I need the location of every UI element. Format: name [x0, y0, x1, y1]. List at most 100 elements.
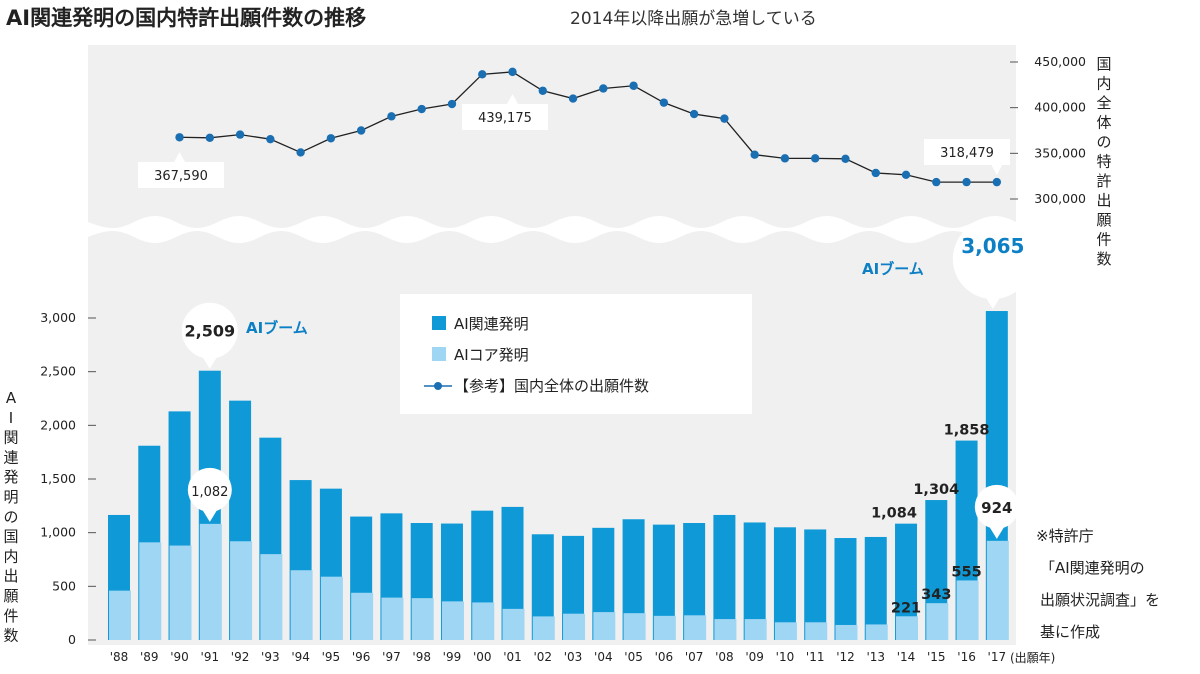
bar-core-29	[987, 541, 1009, 640]
bar-core-11	[442, 601, 464, 640]
x-tick-label-13: '01	[503, 650, 522, 664]
x-tick-label-3: '91	[201, 650, 220, 664]
right-tick-label-3: 450,000	[1034, 54, 1086, 69]
chart-subtitle: 2014年以降出願が急増している	[570, 9, 817, 29]
total-point-9	[448, 100, 456, 108]
total-point-4	[296, 148, 304, 156]
callout-line-99: 439,175	[478, 111, 532, 126]
x-tick-label-7: '95	[322, 650, 341, 664]
callout-line-17: 318,479	[940, 146, 994, 161]
x-tick-label-19: '07	[685, 650, 704, 664]
right-axis-label-char-5: 特	[1096, 153, 1111, 171]
x-tick-label-10: '98	[412, 650, 431, 664]
label-ai-28: 1,858	[944, 423, 990, 439]
total-point-13	[569, 94, 577, 102]
left-axis-label-char-8: 内	[3, 547, 18, 565]
left-axis-label-char-7: 国	[3, 528, 18, 546]
x-tick-label-12: '00	[473, 650, 492, 664]
total-point-8	[418, 105, 426, 113]
x-tick-label-9: '97	[382, 650, 401, 664]
bar-core-13	[503, 609, 525, 640]
bar-core-22	[775, 622, 797, 640]
x-axis: '88'89'90'91'92'93'94'95'96'97'98'99'00'…	[110, 650, 1006, 664]
right-axis-label-char-2: 全	[1096, 94, 1111, 112]
right-axis-label-char-9: 件	[1096, 231, 1111, 249]
x-tick-label-24: '12	[836, 650, 855, 664]
total-point-3	[266, 135, 274, 143]
total-point-24	[902, 171, 910, 179]
x-tick-label-21: '09	[745, 650, 764, 664]
callout-ai-91: 2,509	[185, 322, 236, 341]
boom-label-1: AIブーム	[246, 319, 308, 337]
total-point-10	[478, 70, 486, 78]
legend-label-ai: AI関連発明	[454, 315, 529, 333]
total-point-20	[781, 154, 789, 162]
left-tick-label-6: 3,000	[40, 310, 76, 325]
bar-core-15	[563, 614, 585, 640]
total-point-22	[841, 155, 849, 163]
source-note-line-2: 「AI関連発明の	[1040, 559, 1145, 577]
left-axis-label-char-2: 関	[3, 429, 18, 447]
total-point-21	[811, 154, 819, 162]
total-point-18	[720, 114, 728, 122]
x-tick-label-28: '16	[957, 650, 976, 664]
bar-core-24	[835, 625, 857, 640]
left-tick-label-0: 0	[68, 632, 76, 647]
source-note-line-1: ※特許庁	[1036, 527, 1094, 545]
chart-title: AI関連発明の国内特許出願件数の推移	[6, 6, 366, 30]
legend-box	[400, 294, 752, 414]
total-point-19	[750, 151, 758, 159]
x-tick-label-2: '90	[170, 650, 189, 664]
bar-core-16	[593, 612, 615, 640]
right-axis-label-char-1: 内	[1096, 75, 1111, 93]
bar-core-17	[624, 613, 646, 640]
x-tick-label-15: '03	[564, 650, 583, 664]
left-axis-label-char-6: の	[3, 508, 18, 526]
source-note-line-4: 基に作成	[1040, 623, 1100, 641]
bar-core-23	[805, 622, 827, 640]
left-axis-label-char-12: 数	[3, 627, 18, 645]
total-point-14	[599, 84, 607, 92]
total-point-11	[508, 68, 516, 76]
label-core-27: 343	[921, 587, 951, 603]
callout-ai-17: 3,065	[961, 234, 1024, 258]
bar-core-10	[412, 598, 434, 640]
total-point-1	[206, 134, 214, 142]
left-axis-label-char-3: 連	[3, 448, 18, 466]
callout-core-17: 924	[981, 499, 1012, 517]
right-tick-label-2: 400,000	[1034, 100, 1086, 115]
x-tick-label-5: '93	[261, 650, 280, 664]
total-point-23	[872, 169, 880, 177]
total-point-15	[629, 82, 637, 90]
bar-core-14	[533, 616, 555, 640]
total-point-2	[236, 130, 244, 138]
x-tick-label-1: '89	[140, 650, 159, 664]
right-axis-label-char-8: 願	[1096, 211, 1111, 229]
bar-core-27	[926, 603, 948, 640]
left-tick-label-1: 500	[52, 578, 76, 593]
label-core-26: 221	[891, 600, 921, 616]
bar-core-4	[230, 541, 252, 640]
bar-core-5	[260, 554, 282, 640]
left-tick-label-4: 2,000	[40, 417, 76, 432]
right-tick-label-0: 300,000	[1034, 191, 1086, 206]
left-tick-label-3: 1,500	[40, 471, 76, 486]
bar-core-3	[200, 524, 222, 640]
legend-swatch-ai	[432, 316, 446, 330]
label-ai-26: 1,084	[871, 506, 917, 522]
x-tick-label-22: '10	[776, 650, 795, 664]
x-tick-label-11: '99	[443, 650, 462, 664]
source-note-line-3: 出願状況調査」を	[1040, 591, 1160, 609]
bar-core-7	[321, 577, 343, 640]
x-tick-label-27: '15	[927, 650, 946, 664]
legend-swatch-core	[432, 347, 446, 361]
x-tick-label-29: '17	[988, 650, 1007, 664]
total-point-26	[962, 178, 970, 186]
x-tick-label-16: '04	[594, 650, 613, 664]
right-axis-label-char-10: 数	[1096, 250, 1111, 268]
legend-label-core: AIコア発明	[454, 346, 529, 364]
bar-core-26	[896, 616, 918, 640]
bar-core-28	[957, 580, 979, 640]
x-tick-label-17: '05	[624, 650, 643, 664]
